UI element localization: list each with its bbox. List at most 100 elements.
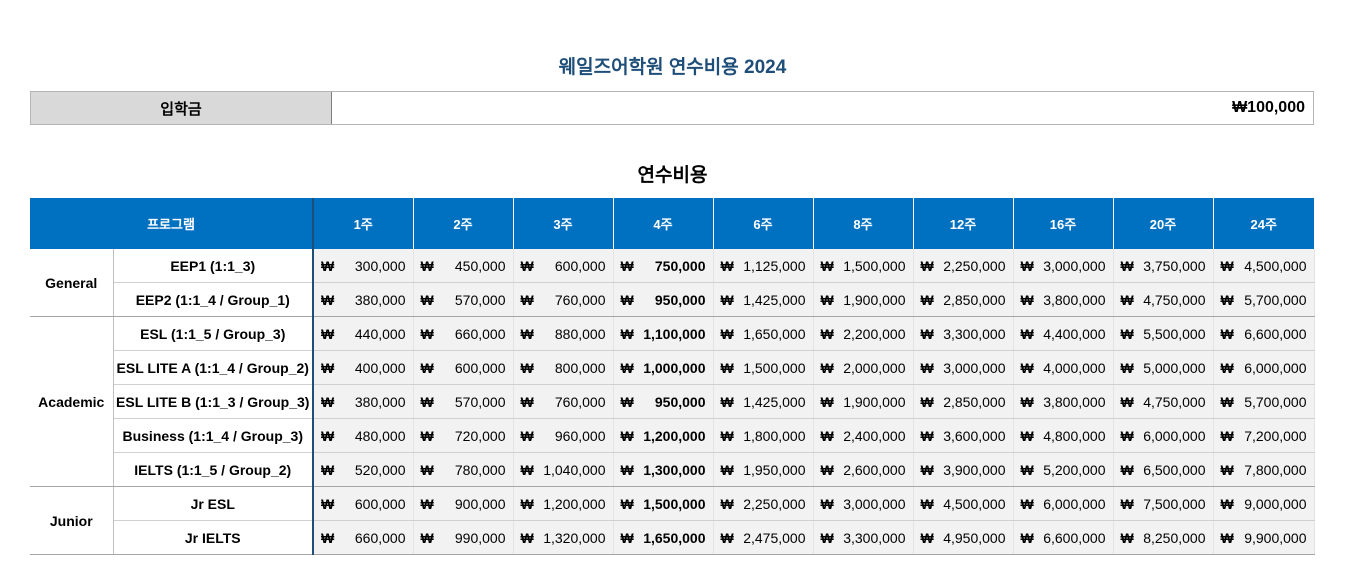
- table-row: Academic ESL (1:1_5 / Group_3) ₩440,000 ₩66…: [30, 316, 1315, 487]
- program-cell: Jr IELTS: [113, 520, 314, 555]
- price-cell: ₩300,000: [313, 249, 414, 283]
- currency-symbol: ₩: [920, 427, 934, 444]
- currency-symbol: ₩: [620, 393, 634, 410]
- price-cell: ₩7,800,000: [1213, 452, 1315, 487]
- currency-symbol: ₩: [620, 325, 634, 342]
- currency-symbol: ₩: [420, 257, 434, 274]
- price-cell: ₩1,500,000: [613, 486, 714, 521]
- price-cell: ₩6,000,000: [1113, 418, 1214, 453]
- currency-symbol: ₩: [620, 529, 634, 546]
- currency-symbol: ₩: [820, 393, 834, 410]
- currency-symbol: ₩: [1120, 529, 1134, 546]
- price-value: 6,600,000: [1244, 325, 1307, 342]
- price-cell: ₩3,800,000: [1013, 384, 1114, 419]
- currency-symbol: ₩: [1220, 393, 1234, 410]
- price-value: 1,320,000: [543, 529, 606, 546]
- week-header: 3주: [513, 198, 614, 249]
- currency-symbol: ₩: [620, 427, 634, 444]
- currency-symbol: ₩: [1020, 393, 1034, 410]
- price-cell: ₩4,000,000: [1013, 350, 1114, 385]
- price-cell: ₩1,425,000: [713, 384, 814, 419]
- price-value: 4,750,000: [1143, 291, 1206, 308]
- price-value: 7,500,000: [1143, 495, 1206, 512]
- currency-symbol: ₩: [1120, 257, 1134, 274]
- price-value: 6,600,000: [1043, 529, 1106, 546]
- currency-symbol: ₩: [1020, 325, 1034, 342]
- currency-symbol: ₩: [321, 427, 335, 444]
- currency-symbol: ₩: [820, 325, 834, 342]
- currency-symbol: ₩: [1120, 461, 1134, 478]
- currency-symbol: ₩: [920, 529, 934, 546]
- price-cell: ₩4,500,000: [1213, 249, 1315, 283]
- price-cell: ₩450,000: [413, 249, 514, 283]
- price-value: 4,750,000: [1143, 393, 1206, 410]
- price-value: 9,900,000: [1244, 529, 1307, 546]
- price-value: 6,000,000: [1143, 427, 1206, 444]
- price-value: 600,000: [554, 257, 606, 274]
- week-header: 6주: [713, 198, 814, 249]
- table-body: General EEP1 (1:1_3) ₩300,000 ₩450,000 ₩600,…: [30, 249, 1315, 555]
- program-cell: EEP1 (1:1_3): [113, 249, 314, 283]
- currency-symbol: ₩: [820, 291, 834, 308]
- entry-fee-label: 입학금: [31, 92, 332, 124]
- currency-symbol: ₩: [520, 359, 534, 376]
- price-cell: ₩6,600,000: [1213, 316, 1315, 351]
- price-cell: ₩1,650,000: [613, 520, 714, 555]
- table-row: ESL LITE A (1:1_4 / Group_2) ₩400,000 ₩600…: [30, 350, 1315, 385]
- price-cell: ₩4,750,000: [1113, 384, 1214, 419]
- price-cell: ₩1,300,000: [613, 452, 714, 487]
- price-value: 3,000,000: [843, 495, 906, 512]
- price-value: 1,900,000: [843, 291, 906, 308]
- table-row: Jr IELTS ₩660,000 ₩990,000 ₩1,320,000 ₩1,650…: [30, 520, 1315, 555]
- price-value: 3,750,000: [1143, 257, 1206, 274]
- price-cell: ₩1,500,000: [813, 249, 914, 283]
- currency-symbol: ₩: [720, 427, 734, 444]
- table-row: Junior Jr ESL ₩600,000 ₩900,000 ₩1,200,000 ₩1…: [30, 486, 1315, 555]
- price-value: 380,000: [354, 291, 406, 308]
- price-value: 4,800,000: [1043, 427, 1106, 444]
- currency-symbol: ₩: [420, 529, 434, 546]
- program-cell: ESL LITE B (1:1_3 / Group_3): [113, 384, 314, 419]
- price-value: 900,000: [454, 495, 506, 512]
- currency-symbol: ₩: [620, 461, 634, 478]
- currency-symbol: ₩: [1220, 495, 1234, 512]
- currency-symbol: ₩: [1020, 495, 1034, 512]
- table-row: General EEP1 (1:1_3) ₩300,000 ₩450,000 ₩600,…: [30, 249, 1315, 317]
- price-cell: ₩1,125,000: [713, 249, 814, 283]
- price-value: 1,200,000: [543, 495, 606, 512]
- week-header: 8주: [813, 198, 914, 249]
- price-cell: ₩600,000: [513, 249, 614, 283]
- price-cell: ₩2,850,000: [913, 384, 1014, 419]
- currency-symbol: ₩: [920, 393, 934, 410]
- currency-symbol: ₩: [420, 359, 434, 376]
- price-value: 9,000,000: [1244, 495, 1307, 512]
- price-value: 3,300,000: [843, 529, 906, 546]
- week-header: 24주: [1213, 198, 1314, 249]
- entry-fee-value: ₩100,000: [1232, 99, 1305, 116]
- table-header-row: 프로그램 1주 2주 3주 4주 6주 8주 12주 16주 20주 24주: [30, 198, 1314, 249]
- price-cell: ₩660,000: [413, 316, 514, 351]
- currency-symbol: ₩: [1220, 529, 1234, 546]
- price-value: 4,500,000: [943, 495, 1006, 512]
- program-cell: ESL LITE A (1:1_4 / Group_2): [113, 350, 314, 385]
- currency-symbol: ₩: [1220, 291, 1234, 308]
- price-value: 3,000,000: [1043, 257, 1106, 274]
- price-cell: ₩5,700,000: [1213, 384, 1315, 419]
- price-cell: ₩380,000: [313, 384, 414, 419]
- currency-symbol: ₩: [620, 359, 634, 376]
- category-cell: Academic: [30, 316, 114, 487]
- currency-symbol: ₩: [1020, 461, 1034, 478]
- price-value: 600,000: [354, 495, 406, 512]
- currency-symbol: ₩: [720, 495, 734, 512]
- price-value: 2,250,000: [743, 495, 806, 512]
- price-value: 990,000: [454, 529, 506, 546]
- week-header: 20주: [1113, 198, 1214, 249]
- price-cell: ₩1,200,000: [613, 418, 714, 453]
- price-cell: ₩1,650,000: [713, 316, 814, 351]
- price-cell: ₩3,300,000: [913, 316, 1014, 351]
- price-value: 1,650,000: [743, 325, 806, 342]
- price-value: 1,800,000: [743, 427, 806, 444]
- price-cell: ₩1,950,000: [713, 452, 814, 487]
- price-value: 750,000: [654, 257, 706, 274]
- price-value: 4,400,000: [1043, 325, 1106, 342]
